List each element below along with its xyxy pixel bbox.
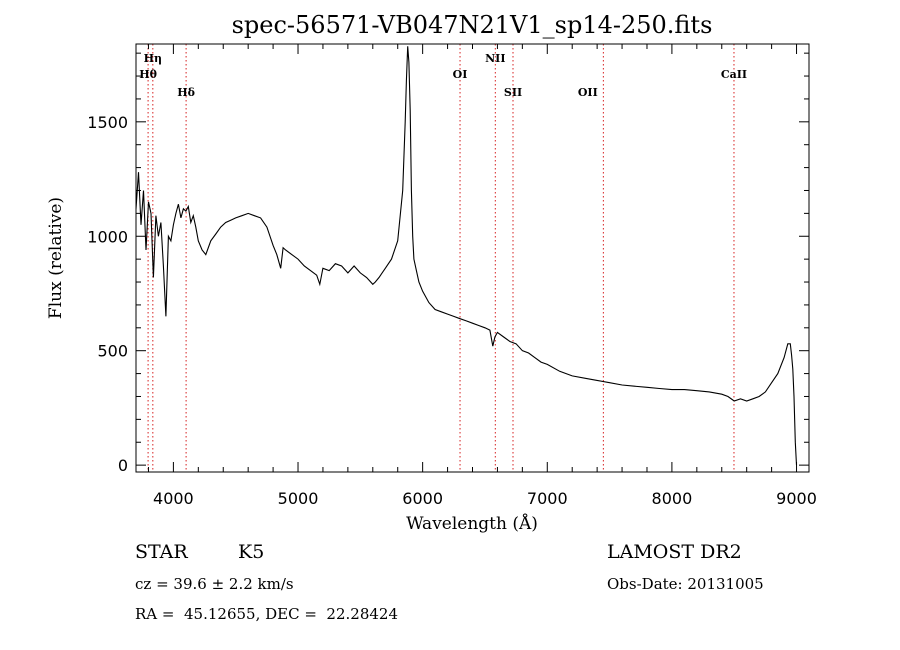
axis-ticks xyxy=(136,44,809,472)
x-axis-label: Wavelength (Å) xyxy=(406,513,538,534)
spectral-line-labels: Hη Hθ Hδ OI NII SII OII CaII xyxy=(139,52,747,99)
y-tick-labels: 0 500 1000 1500 xyxy=(87,113,128,475)
x-tick-label-0: 4000 xyxy=(153,489,194,508)
line-label-3: OI xyxy=(453,68,468,81)
coordinates: RA = 45.12655, DEC = 22.28424 xyxy=(135,605,399,623)
survey-name: LAMOST DR2 xyxy=(607,541,742,563)
redshift-value: cz = 39.6 ± 2.2 km/s xyxy=(135,575,294,593)
spectral-line-markers xyxy=(147,44,735,472)
line-label-5: SII xyxy=(504,86,522,99)
object-subclass: K5 xyxy=(238,541,265,563)
observation-date: Obs-Date: 20131005 xyxy=(607,575,764,593)
x-tick-label-5: 9000 xyxy=(776,489,817,508)
y-axis-label: Flux (relative) xyxy=(46,197,66,319)
x-tick-label-2: 6000 xyxy=(402,489,443,508)
line-label-2: Hδ xyxy=(177,86,195,99)
x-tick-labels: 4000 5000 6000 7000 8000 9000 xyxy=(153,489,817,508)
x-tick-label-4: 8000 xyxy=(652,489,693,508)
line-label-6: OII xyxy=(578,86,598,99)
line-label-1: Hθ xyxy=(139,68,157,81)
spectrum-line xyxy=(135,46,798,466)
line-label-0: Hη xyxy=(144,52,162,65)
object-class: STAR xyxy=(135,541,188,563)
plot-frame xyxy=(135,43,810,473)
x-tick-label-1: 5000 xyxy=(278,489,319,508)
x-tick-label-3: 7000 xyxy=(527,489,568,508)
chart-title: spec-56571-VB047N21V1_sp14-250.fits xyxy=(232,11,713,39)
y-tick-label-1: 500 xyxy=(97,342,128,361)
y-tick-label-2: 1000 xyxy=(87,227,128,246)
line-label-7: CaII xyxy=(721,68,747,81)
y-tick-label-3: 1500 xyxy=(87,113,128,132)
y-tick-label-0: 0 xyxy=(118,456,128,475)
line-label-4: NII xyxy=(485,52,505,65)
